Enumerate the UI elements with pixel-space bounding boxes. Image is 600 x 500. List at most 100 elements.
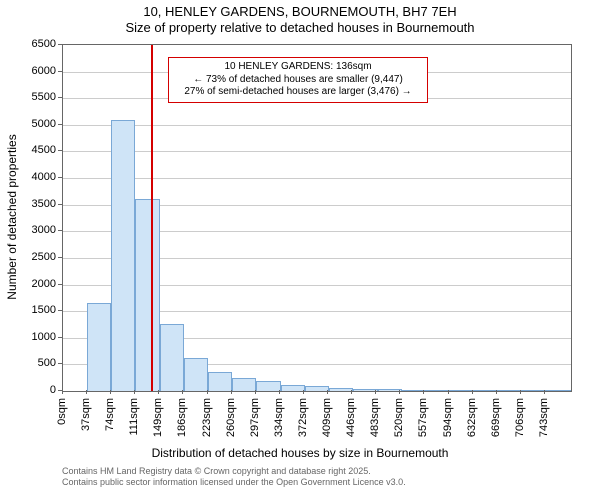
- x-tick: [544, 390, 545, 394]
- x-tick-label: 632sqm: [466, 398, 478, 437]
- y-tick: [58, 44, 62, 45]
- y-tick-label: 4000: [16, 171, 56, 183]
- x-tick-label: 37sqm: [80, 398, 92, 431]
- x-tick: [279, 390, 280, 394]
- y-tick-label: 3000: [16, 224, 56, 236]
- x-tick: [327, 390, 328, 394]
- x-tick-label: 520sqm: [393, 398, 405, 437]
- y-tick-label: 500: [16, 357, 56, 369]
- chart-container: 10, HENLEY GARDENS, BOURNEMOUTH, BH7 7EH…: [0, 0, 600, 500]
- y-tick: [58, 204, 62, 205]
- x-tick-label: 149sqm: [152, 398, 164, 437]
- annotation-line: 27% of semi-detached houses are larger (…: [175, 86, 421, 99]
- histogram-bar: [160, 324, 184, 391]
- y-tick: [58, 71, 62, 72]
- x-tick-label: 594sqm: [442, 398, 454, 437]
- x-tick-label: 186sqm: [176, 398, 188, 437]
- x-tick: [399, 390, 400, 394]
- x-tick: [303, 390, 304, 394]
- histogram-bar: [208, 372, 232, 391]
- histogram-bar: [111, 120, 135, 391]
- y-tick: [58, 230, 62, 231]
- title-block: 10, HENLEY GARDENS, BOURNEMOUTH, BH7 7EH…: [0, 4, 600, 35]
- x-tick-label: 111sqm: [128, 398, 140, 436]
- x-tick: [423, 390, 424, 394]
- x-tick-label: 446sqm: [345, 398, 357, 437]
- y-tick: [58, 97, 62, 98]
- x-tick-label: 409sqm: [321, 398, 333, 437]
- x-tick: [207, 390, 208, 394]
- y-tick-label: 2500: [16, 251, 56, 263]
- histogram-bar: [256, 381, 280, 391]
- x-tick: [110, 390, 111, 394]
- gridline: [63, 125, 571, 126]
- y-tick-label: 4500: [16, 144, 56, 156]
- y-tick-label: 6000: [16, 65, 56, 77]
- gridline: [63, 178, 571, 179]
- x-tick-label: 297sqm: [249, 398, 261, 437]
- y-tick-label: 1500: [16, 304, 56, 316]
- y-tick-label: 6500: [16, 38, 56, 50]
- y-tick: [58, 284, 62, 285]
- marker-line: [151, 45, 153, 391]
- histogram-bar: [184, 358, 208, 391]
- y-tick: [58, 310, 62, 311]
- x-tick: [86, 390, 87, 394]
- annotation-box: 10 HENLEY GARDENS: 136sqm← 73% of detach…: [168, 57, 428, 103]
- x-tick: [375, 390, 376, 394]
- x-tick-label: 557sqm: [417, 398, 429, 437]
- x-tick-label: 260sqm: [225, 398, 237, 437]
- y-tick: [58, 177, 62, 178]
- x-axis-label: Distribution of detached houses by size …: [0, 446, 600, 460]
- x-tick: [62, 390, 63, 394]
- histogram-bar: [329, 388, 353, 391]
- x-tick: [520, 390, 521, 394]
- annotation-line: ← 73% of detached houses are smaller (9,…: [175, 74, 421, 87]
- histogram-bar: [232, 378, 256, 391]
- footer-attribution: Contains HM Land Registry data © Crown c…: [62, 466, 406, 488]
- x-tick-label: 223sqm: [201, 398, 213, 437]
- x-tick: [182, 390, 183, 394]
- y-tick-label: 5500: [16, 91, 56, 103]
- footer-line-1: Contains HM Land Registry data © Crown c…: [62, 466, 406, 477]
- y-tick-label: 2000: [16, 278, 56, 290]
- x-tick: [134, 390, 135, 394]
- histogram-bar: [135, 199, 160, 391]
- x-tick-label: 706sqm: [514, 398, 526, 437]
- x-tick-label: 669sqm: [490, 398, 502, 437]
- x-tick-label: 483sqm: [369, 398, 381, 437]
- y-tick-label: 1000: [16, 331, 56, 343]
- y-tick-label: 3500: [16, 198, 56, 210]
- x-tick: [255, 390, 256, 394]
- y-tick: [58, 337, 62, 338]
- x-tick: [448, 390, 449, 394]
- histogram-bar: [353, 389, 377, 391]
- y-tick-label: 5000: [16, 118, 56, 130]
- y-axis-label: Number of detached properties: [5, 134, 19, 299]
- y-tick: [58, 150, 62, 151]
- x-tick-label: 743sqm: [538, 398, 550, 437]
- y-tick: [58, 363, 62, 364]
- x-tick-label: 334sqm: [273, 398, 285, 437]
- title-line-2: Size of property relative to detached ho…: [0, 20, 600, 36]
- x-tick: [231, 390, 232, 394]
- histogram-bar: [426, 390, 450, 391]
- histogram-bar: [281, 385, 306, 391]
- y-tick-label: 0: [16, 384, 56, 396]
- x-tick: [496, 390, 497, 394]
- annotation-line: 10 HENLEY GARDENS: 136sqm: [175, 61, 421, 74]
- histogram-bar: [547, 390, 571, 391]
- histogram-bar: [402, 390, 426, 391]
- x-tick-label: 0sqm: [56, 398, 68, 425]
- histogram-bar: [305, 386, 329, 391]
- histogram-bar: [378, 389, 402, 391]
- plot-area: 10 HENLEY GARDENS: 136sqm← 73% of detach…: [62, 44, 572, 392]
- y-tick: [58, 124, 62, 125]
- footer-line-2: Contains public sector information licen…: [62, 477, 406, 488]
- x-tick-label: 74sqm: [104, 398, 116, 431]
- x-tick: [472, 390, 473, 394]
- x-tick-label: 372sqm: [297, 398, 309, 437]
- gridline: [63, 151, 571, 152]
- title-line-1: 10, HENLEY GARDENS, BOURNEMOUTH, BH7 7EH: [0, 4, 600, 20]
- histogram-bar: [87, 303, 111, 391]
